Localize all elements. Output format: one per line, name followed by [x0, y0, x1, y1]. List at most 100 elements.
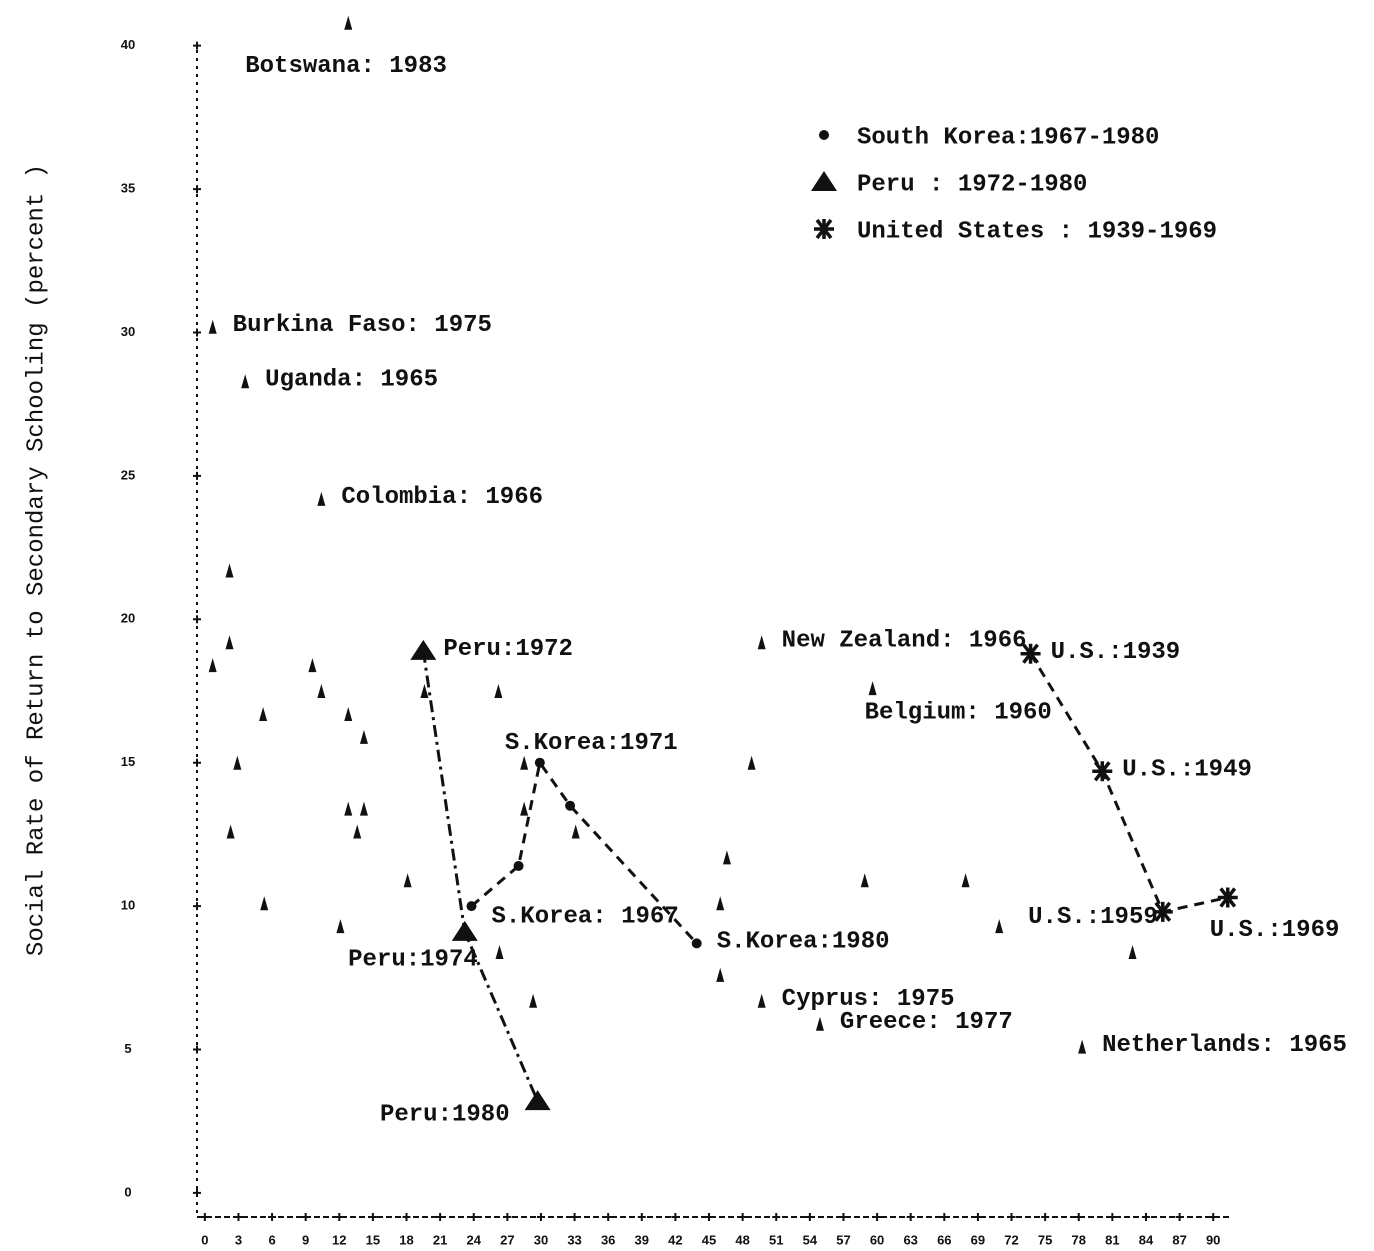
point [344, 706, 353, 721]
point [722, 850, 731, 865]
point-label: Peru:1972 [443, 636, 573, 663]
x-tick [671, 1213, 680, 1221]
point-label: U.S.:1949 [1122, 757, 1252, 784]
x-tick-label: 48 [735, 1232, 749, 1247]
x-tick [1074, 1213, 1083, 1221]
x-tick-label: 75 [1038, 1232, 1052, 1247]
x-tick-label: 9 [302, 1232, 309, 1247]
point [691, 938, 702, 949]
x-tick [200, 1213, 209, 1221]
point-label: Peru:1980 [380, 1101, 510, 1128]
point [1152, 901, 1173, 922]
point [226, 824, 235, 839]
x-tick-label: 12 [332, 1232, 346, 1247]
x-tick [503, 1213, 512, 1221]
y-tick [193, 328, 201, 337]
point [317, 683, 326, 698]
point-label: Netherlands: 1965 [1102, 1032, 1347, 1059]
x-tick [973, 1213, 982, 1221]
x-tick-label: 78 [1072, 1232, 1086, 1247]
x-tick [738, 1213, 747, 1221]
point [747, 755, 756, 770]
x-tick [570, 1213, 579, 1221]
x-tick [402, 1213, 411, 1221]
x-tick [1041, 1213, 1050, 1221]
point [317, 491, 326, 506]
y-tick-label: 10 [121, 898, 135, 913]
x-tick [1141, 1213, 1150, 1221]
x-tick [1209, 1213, 1218, 1221]
point [961, 873, 970, 888]
x-tick-label: 3 [235, 1232, 242, 1247]
x-tick [637, 1213, 646, 1221]
point [815, 1016, 824, 1031]
x-tick-label: 66 [937, 1232, 951, 1247]
x-tick-label: 24 [467, 1232, 482, 1247]
x-tick [234, 1213, 243, 1221]
point [403, 873, 412, 888]
point [571, 824, 580, 839]
point-label: Belgium: 1960 [865, 699, 1052, 726]
x-tick [873, 1213, 882, 1221]
x-tick [1175, 1213, 1184, 1221]
point [524, 1090, 551, 1111]
point [995, 919, 1004, 934]
x-tick [604, 1213, 613, 1221]
x-tick-label: 57 [836, 1232, 850, 1247]
x-tick-label: 21 [433, 1232, 447, 1247]
point-label: U.S.:1969 [1210, 917, 1340, 944]
y-tick [193, 615, 201, 624]
point [344, 15, 353, 30]
y-tick-label: 0 [124, 1184, 131, 1199]
point [308, 658, 317, 673]
series-line [1029, 652, 1229, 914]
x-tick-label: 60 [870, 1232, 884, 1247]
y-axis-label: Social Rate of Return to Secondary Schoo… [23, 164, 50, 956]
x-tick-label: 69 [971, 1232, 985, 1247]
point [757, 635, 766, 650]
point [860, 873, 869, 888]
point-label: New Zealand: 1966 [782, 628, 1027, 655]
x-tick-label: 72 [1004, 1232, 1018, 1247]
x-tick-label: 15 [366, 1232, 380, 1247]
point-label: Burkina Faso: 1975 [233, 312, 492, 339]
point [811, 171, 837, 191]
point [353, 824, 362, 839]
x-tick [268, 1213, 277, 1221]
x-tick-label: 42 [668, 1232, 682, 1247]
x-tick [839, 1213, 848, 1221]
x-tick [940, 1213, 949, 1221]
point [225, 563, 234, 578]
x-tick-label: 84 [1139, 1232, 1154, 1247]
x-tick-label: 39 [635, 1232, 649, 1247]
x-tick [805, 1213, 814, 1221]
point [359, 801, 368, 816]
point [1078, 1039, 1087, 1054]
x-tick-label: 87 [1172, 1232, 1186, 1247]
y-tick-label: 25 [121, 467, 135, 482]
x-tick [1108, 1213, 1117, 1221]
x-tick [1007, 1213, 1016, 1221]
point [520, 755, 529, 770]
x-tick-label: 18 [399, 1232, 413, 1247]
x-tick [906, 1213, 915, 1221]
point-label: U.S.:1959 [1028, 904, 1158, 931]
point [208, 658, 217, 673]
y-tick [193, 1188, 201, 1197]
point [420, 683, 429, 698]
point [260, 896, 269, 911]
point [208, 319, 217, 334]
y-tick-label: 20 [121, 611, 135, 626]
x-tick [335, 1213, 344, 1221]
y-tick [193, 758, 201, 767]
point [410, 639, 437, 660]
point [1092, 761, 1113, 782]
x-tick-label: 90 [1206, 1232, 1220, 1247]
x-tick-label: 54 [803, 1232, 818, 1247]
x-tick-label: 30 [534, 1232, 548, 1247]
y-tick [193, 471, 201, 480]
y-tick-label: 5 [124, 1041, 131, 1056]
point [494, 683, 503, 698]
point [451, 920, 478, 941]
point [757, 993, 766, 1008]
